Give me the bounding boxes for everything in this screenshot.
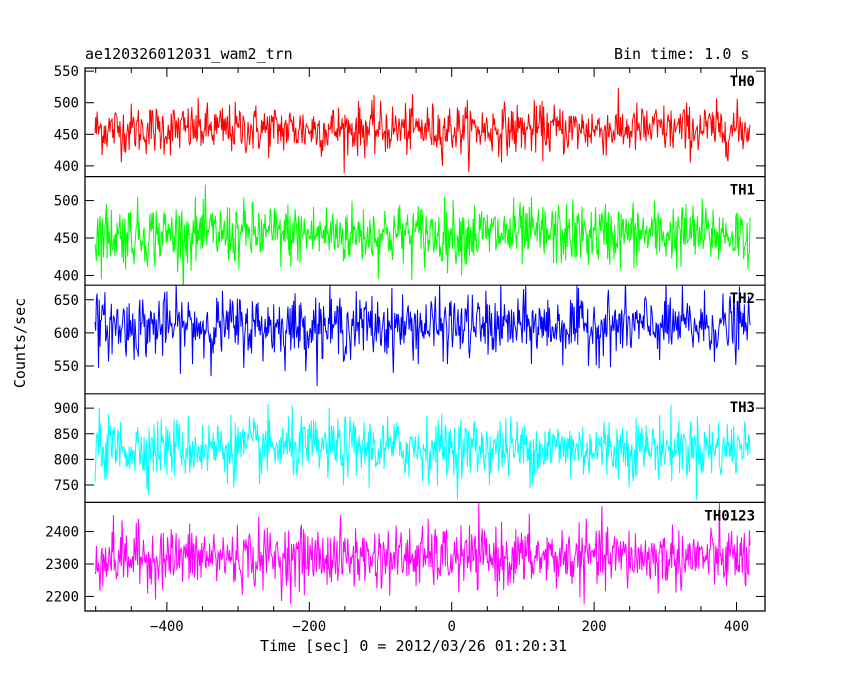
x-tick-label: −400 (150, 619, 184, 635)
axes-layer: 400 450 500 550 TH0 400 450 500 TH1 550 600 650 TH2 7… (45, 64, 766, 635)
y-tick-label: 400 (54, 159, 79, 175)
y-tick-label: 650 (54, 293, 79, 309)
y-tick-label: 2200 (45, 589, 79, 605)
bin-time-label: Bin time: 1.0 s (614, 45, 750, 63)
series-line-th0123 (94, 502, 751, 605)
y-tick-label: 850 (54, 427, 79, 443)
series-line-th2 (94, 285, 751, 387)
x-tick-label: 0 (447, 619, 455, 635)
chart-title: ae120326012031_wam2_trn (85, 45, 293, 63)
y-tick-label: 500 (54, 96, 79, 112)
panel-label-th1: TH1 (730, 183, 755, 199)
plot-frame (84, 67, 766, 612)
x-tick-label: 200 (581, 619, 606, 635)
y-tick-label: 450 (54, 231, 79, 247)
y-tick-label: 2300 (45, 557, 79, 573)
y-tick-label: 900 (54, 401, 79, 417)
y-tick-label: 600 (54, 326, 79, 342)
y-tick-label: 400 (54, 268, 79, 284)
series-line-th0 (94, 87, 751, 174)
y-tick-label: 550 (54, 64, 79, 80)
panel-label-th0: TH0 (730, 74, 755, 90)
panel-label-th0123: TH0123 (704, 508, 755, 524)
x-tick-label: 400 (724, 619, 749, 635)
series-line-th3 (94, 404, 751, 501)
y-tick-label: 550 (54, 359, 79, 375)
series-line-th1 (94, 184, 751, 286)
y-tick-label: 800 (54, 452, 79, 468)
y-tick-label: 500 (54, 194, 79, 210)
x-tick-label: −200 (292, 619, 326, 635)
x-axis-label: Time [sec] 0 = 2012/03/26 01:20:31 (260, 637, 568, 655)
y-axis-label: Counts/sec (11, 297, 29, 389)
panels-layer (94, 87, 751, 605)
panel-label-th3: TH3 (730, 400, 755, 416)
y-tick-label: 2400 (45, 525, 79, 541)
y-tick-label: 450 (54, 127, 79, 143)
panel-label-th2: TH2 (730, 291, 755, 307)
y-tick-label: 750 (54, 478, 79, 494)
